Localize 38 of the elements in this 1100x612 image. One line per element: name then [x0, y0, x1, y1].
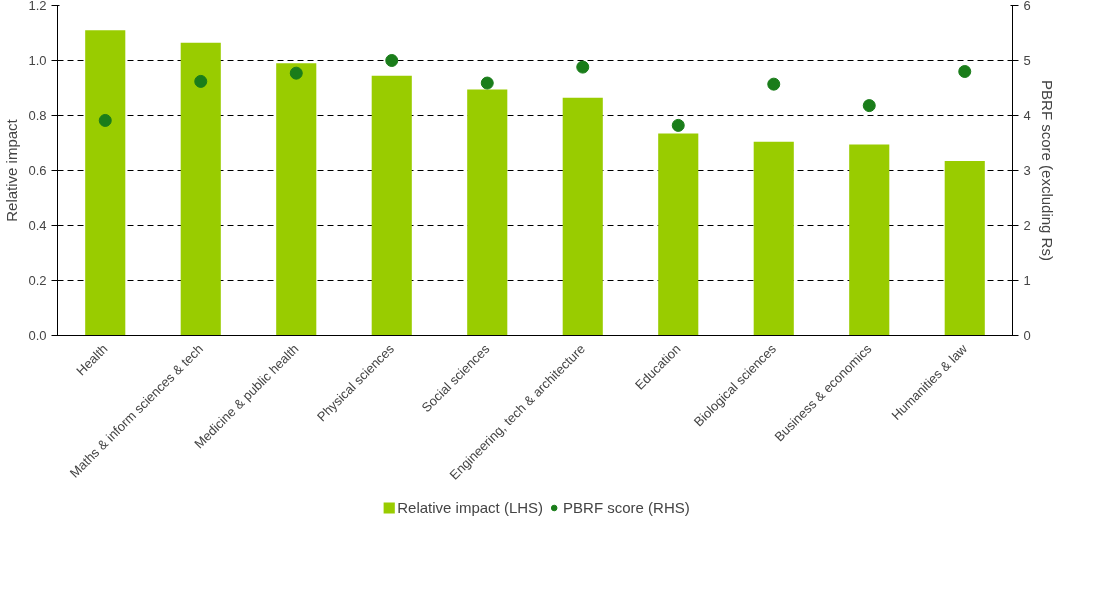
y-tick-label: 0.4 — [28, 218, 47, 233]
y-tick-label: 0.0 — [28, 328, 47, 343]
y2-tick-label: 1 — [1023, 273, 1031, 288]
y-tick-label: 0.6 — [28, 163, 47, 178]
point — [671, 118, 685, 132]
bar — [562, 97, 603, 336]
point — [194, 74, 208, 88]
bar — [467, 89, 508, 336]
point — [289, 66, 303, 80]
y2-tick-label: 5 — [1023, 53, 1031, 68]
bar — [849, 144, 890, 336]
legend-label: Relative impact (LHS) — [397, 498, 544, 516]
y2-tick-label: 4 — [1023, 108, 1031, 123]
bar — [658, 133, 699, 336]
y2-tick-label: 6 — [1023, 0, 1031, 13]
y2-tick-label: 2 — [1023, 218, 1031, 233]
y-tick-label: 0.2 — [28, 273, 47, 288]
point — [576, 60, 590, 74]
y-tick-label: 0.8 — [28, 108, 47, 123]
point — [958, 65, 972, 78]
bar — [753, 141, 794, 336]
point — [862, 99, 876, 113]
point — [98, 113, 112, 127]
point — [480, 76, 494, 90]
bar — [85, 30, 126, 336]
bar — [180, 42, 221, 336]
y-tick-label: 1.2 — [28, 0, 47, 13]
y-axis-title: Relative impact — [3, 118, 21, 222]
bar — [371, 75, 412, 336]
y2-tick-label: 3 — [1023, 163, 1031, 178]
bar — [944, 160, 985, 336]
y2-tick-label: 0 — [1023, 328, 1031, 343]
y2-axis-title: PBRF score (excluding Rs) — [1038, 80, 1056, 261]
bar — [276, 63, 317, 336]
y-tick-label: 1.0 — [28, 53, 47, 68]
point — [767, 77, 781, 91]
point — [385, 54, 399, 67]
legend-label: PBRF score (RHS) — [563, 498, 690, 516]
